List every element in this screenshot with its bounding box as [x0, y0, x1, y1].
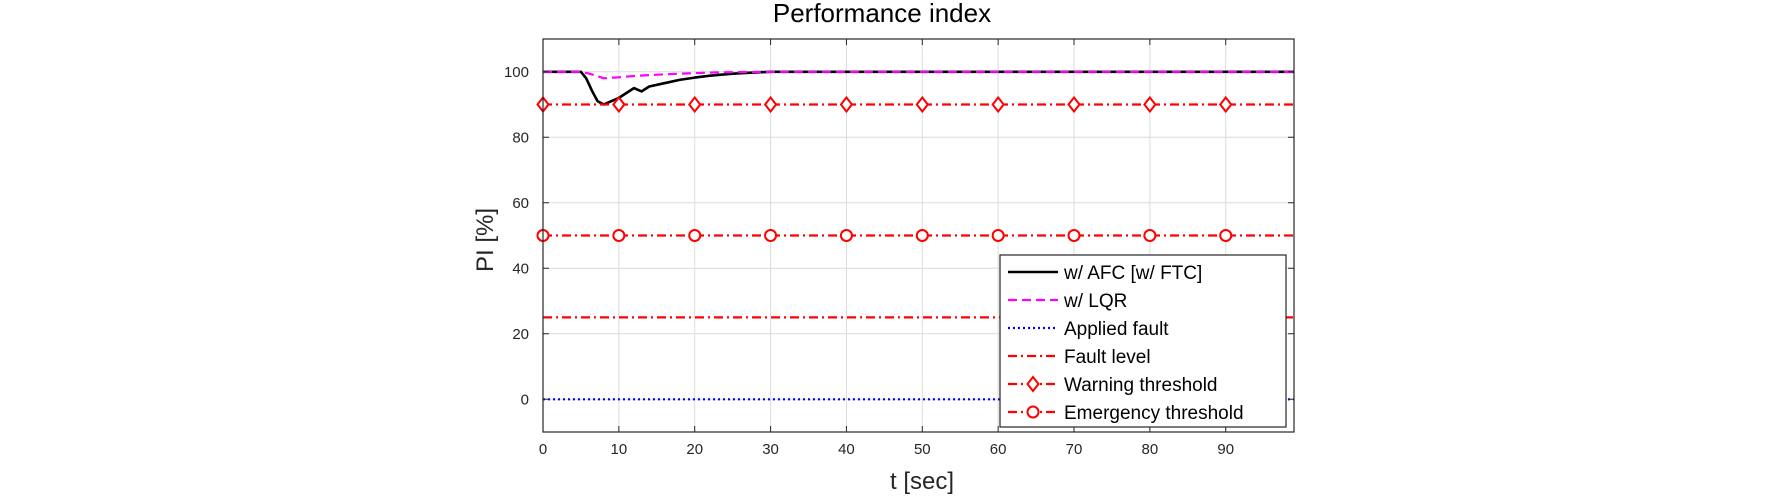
x-tick-label-4: 40 — [838, 441, 855, 458]
series-5-marker-4 — [839, 229, 853, 242]
y-tick-label-3: 60 — [512, 195, 529, 212]
series-4-marker-9 — [1218, 95, 1233, 114]
series-layer — [536, 70, 1294, 401]
series-4-marker-8 — [1143, 95, 1157, 114]
legend-item-0: w/ AFC [w/ FTC] — [1008, 263, 1202, 284]
legend-marker-5 — [1026, 405, 1040, 419]
series-4-marker-6 — [991, 95, 1005, 114]
x-tick-label-2: 20 — [686, 441, 703, 458]
legend-item-3: Fault level — [1008, 347, 1151, 368]
series-4-marker-3 — [763, 95, 778, 114]
legend-box — [999, 254, 1287, 428]
y-tick-label-0: 0 — [521, 391, 529, 408]
x-axis-label: t [sec] — [890, 468, 954, 495]
series-5 — [536, 229, 1294, 242]
x-tick-label-0: 0 — [539, 441, 547, 458]
chart-title: Performance index — [773, 0, 991, 28]
series-5-marker-6 — [991, 229, 1005, 242]
y-tick-label-5: 100 — [504, 64, 529, 81]
series-5-marker-3 — [764, 229, 778, 242]
x-tick-label-8: 80 — [1142, 441, 1159, 458]
tick-marks — [542, 39, 1294, 432]
legend: w/ AFC [w/ FTC] w/ LQR Applied fault Fault … — [999, 254, 1287, 428]
series-line-1 — [543, 70, 1294, 80]
series-5-marker-8 — [1143, 229, 1157, 242]
series-4-marker-2 — [687, 95, 702, 114]
x-tick-label-5: 50 — [914, 441, 931, 458]
series-5-marker-7 — [1067, 229, 1081, 242]
tick-labels: 0 10 20 30 40 50 60 70 80 90 0 20 40 60 80 100 — [504, 64, 1234, 458]
y-tick-label-1: 20 — [512, 326, 529, 343]
legend-marker-4 — [1026, 375, 1040, 393]
series-5-marker-2 — [688, 229, 702, 242]
axes-box — [542, 38, 1295, 433]
series-5-marker-5 — [915, 229, 929, 242]
x-tick-label-6: 60 — [990, 441, 1007, 458]
series-0 — [543, 70, 1294, 106]
legend-label-1: w/ LQR — [1063, 291, 1127, 312]
series-4-marker-1 — [612, 95, 626, 114]
legend-item-5: Emergency threshold — [1008, 403, 1244, 424]
legend-label-0: w/ AFC [w/ FTC] — [1063, 263, 1202, 284]
x-tick-label-3: 30 — [762, 441, 779, 458]
x-tick-label-9: 90 — [1217, 441, 1234, 458]
legend-item-4: Warning threshold — [1008, 375, 1217, 396]
series-4-marker-5 — [915, 95, 930, 114]
legend-label-2: Applied fault — [1064, 319, 1169, 340]
y-tick-label-2: 40 — [512, 260, 529, 277]
y-tick-label-4: 80 — [512, 129, 529, 146]
series-4-marker-4 — [839, 95, 854, 114]
series-4-marker-7 — [1067, 95, 1081, 114]
legend-item-1: w/ LQR — [1008, 291, 1127, 312]
legend-label-4: Warning threshold — [1064, 375, 1217, 396]
legend-item-2: Applied fault — [1008, 319, 1169, 340]
series-line-0 — [543, 70, 1294, 106]
axes-frame — [542, 38, 1295, 433]
legend-label-3: Fault level — [1064, 347, 1151, 368]
series-1 — [543, 70, 1294, 80]
series-5-marker-9 — [1219, 229, 1233, 242]
series-5-marker-1 — [612, 229, 626, 242]
legend-label-5: Emergency threshold — [1064, 403, 1244, 424]
x-tick-label-7: 70 — [1066, 441, 1083, 458]
x-tick-label-1: 10 — [611, 441, 628, 458]
y-axis-label: PI [%] — [472, 208, 499, 272]
